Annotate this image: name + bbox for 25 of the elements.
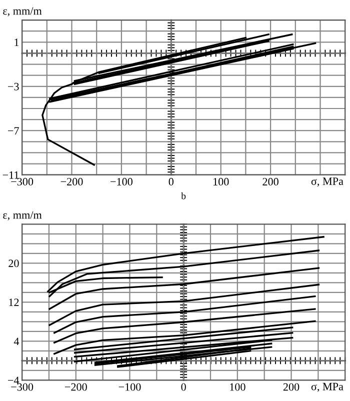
x-tick-label: 200 xyxy=(262,178,278,186)
chart-title: b xyxy=(181,192,186,200)
x-tick-label: 100 xyxy=(230,383,246,391)
x-tick-label: 100 xyxy=(213,178,229,186)
x-tick-label: −200 xyxy=(60,178,83,186)
x-axis-title: σ, MPa xyxy=(311,178,344,187)
x-tick-label: −100 xyxy=(118,383,141,391)
x-tick-label: −300 xyxy=(11,383,34,391)
y-tick-label: −11 xyxy=(2,171,19,179)
y-tick-label: 12 xyxy=(9,298,19,306)
x-axis-title: σ, MPa xyxy=(311,382,344,392)
y-tick-label: −4 xyxy=(8,376,20,384)
x-tick-label: 200 xyxy=(283,383,300,391)
y-tick-label: −3 xyxy=(8,82,19,90)
x-tick-label: 0 xyxy=(168,178,174,186)
x-tick-label: −200 xyxy=(64,383,87,391)
y-tick-label: 20 xyxy=(8,260,19,268)
y-tick-label: 1 xyxy=(14,38,19,46)
y-axis-title: ε, mm/m xyxy=(3,211,42,220)
x-tick-label: −300 xyxy=(11,178,34,186)
x-tick-label: 0 xyxy=(181,383,186,391)
y-tick-label: −7 xyxy=(8,127,19,134)
y-tick-label: 4 xyxy=(14,338,20,346)
x-tick-label: −100 xyxy=(110,178,132,186)
y-axis-title: ε, mm/m xyxy=(3,7,42,16)
